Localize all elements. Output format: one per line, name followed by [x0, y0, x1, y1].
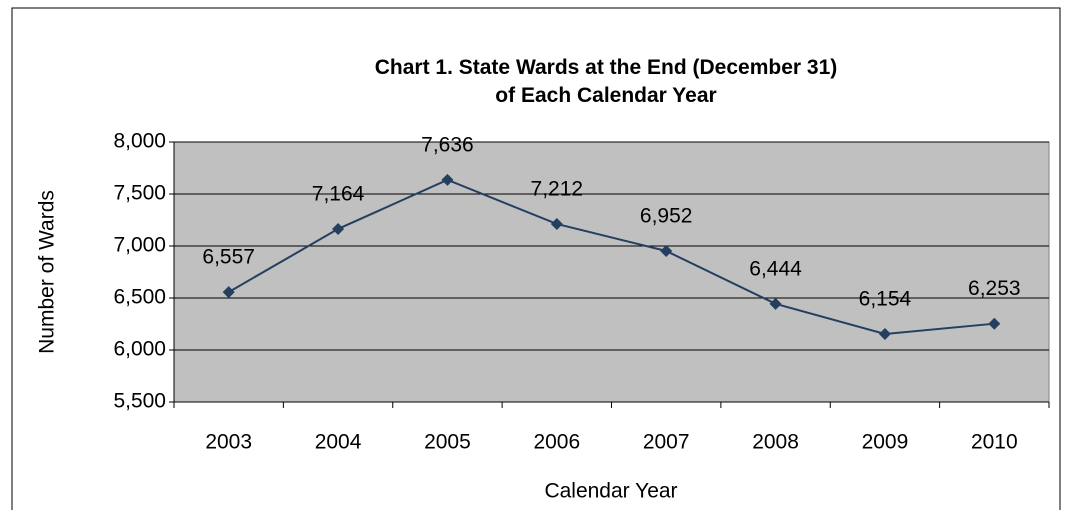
marker — [550, 217, 563, 230]
data-label: 6,952 — [640, 205, 693, 228]
marker — [222, 286, 235, 299]
marker — [441, 173, 454, 186]
y-tick-label: 5,500 — [113, 390, 166, 413]
x-tick-label: 2003 — [205, 431, 252, 454]
x-tick-label: 2010 — [971, 431, 1018, 454]
marker — [769, 297, 782, 310]
data-label: 7,164 — [312, 182, 365, 205]
x-tick-label: 2004 — [315, 431, 362, 454]
y-tick-label: 6,000 — [113, 338, 166, 361]
data-label: 6,253 — [968, 277, 1021, 300]
marker — [878, 327, 891, 340]
data-label: 7,636 — [421, 133, 474, 156]
marker — [332, 222, 345, 235]
x-tick-label: 2009 — [862, 431, 909, 454]
data-label: 7,212 — [531, 177, 584, 200]
x-tick-label: 2006 — [533, 431, 580, 454]
chart-title: Chart 1. State Wards at the End (Decembe… — [374, 56, 838, 107]
marker — [660, 244, 673, 257]
data-label: 6,154 — [859, 288, 912, 311]
x-axis-label: Calendar Year — [544, 480, 677, 503]
x-tick-label: 2005 — [424, 431, 471, 454]
y-tick-label: 8,000 — [113, 130, 166, 153]
x-tick-label: 2007 — [643, 431, 690, 454]
data-label: 6,444 — [749, 257, 802, 280]
line — [228, 178, 995, 335]
y-axis-label: Number of Wards — [36, 190, 59, 354]
data-label: 6,557 — [202, 246, 255, 269]
y-tick-label: 6,500 — [113, 286, 166, 309]
x-tick-label: 2008 — [752, 431, 799, 454]
plot-area — [173, 141, 1050, 403]
y-tick-label: 7,000 — [113, 234, 166, 257]
marker — [988, 317, 1001, 330]
y-tick-label: 7,500 — [113, 182, 166, 205]
